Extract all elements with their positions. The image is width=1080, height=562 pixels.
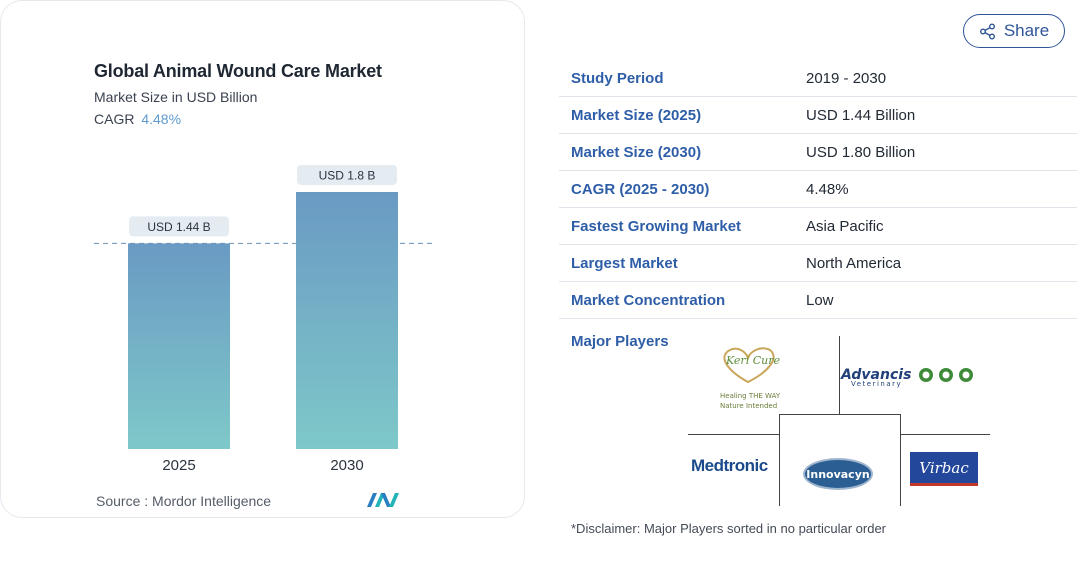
- row-key: Market Size (2025): [571, 106, 702, 124]
- row-key: Largest Market: [571, 254, 678, 272]
- bar-chart: USD 1.44 B 2025 USD 1.8 B 2030: [94, 165, 435, 474]
- x-tick-label: 2030: [330, 457, 363, 474]
- disclaimer: *Disclaimer: Major Players sorted in no …: [571, 521, 887, 536]
- table-row: Market Size (2030) USD 1.80 Billion: [559, 134, 1077, 171]
- data-label: USD 1.44 B: [147, 220, 210, 234]
- advancis-sub: Veterinary: [851, 380, 903, 389]
- row-key: Market Concentration: [571, 291, 726, 309]
- kericure-brand-text: Keri Cure: [725, 354, 780, 367]
- mordor-logo-icon: [367, 493, 399, 507]
- divider: [900, 414, 901, 506]
- divider: [900, 434, 990, 435]
- virbac-logo: Virbac: [910, 452, 978, 486]
- row-key: Fastest Growing Market: [571, 217, 742, 235]
- row-key: Study Period: [571, 69, 664, 87]
- row-key: Market Size (2030): [571, 143, 702, 161]
- divider: [839, 336, 840, 414]
- row-value: USD 1.80 Billion: [806, 143, 916, 161]
- innovacyn-text: Innovacyn: [806, 467, 870, 481]
- medtronic-logo: Medtronic: [691, 456, 768, 475]
- kericure-line-1: Healing THE WAY: [720, 392, 780, 400]
- bar-2030: [296, 192, 398, 449]
- table-row: Market Concentration Low: [559, 282, 1077, 319]
- major-players-grid: Keri Cure Healing THE WAY Nature Intende…: [688, 336, 990, 506]
- table-row: CAGR (2025 - 2030) 4.48%: [559, 171, 1077, 208]
- cagr-value: 4.48%: [141, 111, 182, 127]
- row-key: CAGR (2025 - 2030): [571, 180, 710, 198]
- share-icon: [979, 23, 995, 39]
- market-facts-table: Study Period 2019 - 2030 Market Size (20…: [559, 60, 1077, 319]
- kericure-logo: Keri Cure Healing THE WAY Nature Intende…: [720, 347, 780, 410]
- chart-subtitle: Market Size in USD Billion: [94, 89, 258, 105]
- divider: [779, 414, 900, 415]
- table-row: Fastest Growing Market Asia Pacific: [559, 208, 1077, 245]
- data-label-bg: [297, 165, 397, 185]
- cagr-line: CAGR 4.48%: [94, 111, 181, 127]
- share-button[interactable]: Share: [963, 14, 1065, 48]
- animal-icons: [918, 368, 973, 382]
- innovacyn-logo: Innovacyn: [803, 458, 873, 490]
- data-label-bg: [129, 216, 229, 237]
- cagr-label: CAGR: [94, 111, 135, 127]
- row-value: 4.48%: [806, 180, 849, 198]
- chart-card: Global Animal Wound Care Market Market S…: [0, 0, 525, 518]
- advancis-logo: Advancis Veterinary: [841, 366, 991, 396]
- major-players-label: Major Players: [571, 333, 669, 350]
- chart-source: Source : Mordor Intelligence: [96, 493, 272, 509]
- row-value: 2019 - 2030: [806, 69, 887, 87]
- data-label: USD 1.8 B: [319, 169, 376, 183]
- x-tick-label: 2025: [162, 457, 195, 474]
- advancis-brand: Advancis: [841, 367, 912, 384]
- table-row: Market Size (2025) USD 1.44 Billion: [559, 97, 1077, 134]
- bar-2025: [128, 243, 230, 449]
- row-value: North America: [806, 254, 902, 272]
- row-value: USD 1.44 Billion: [806, 106, 916, 124]
- table-row: Largest Market North America: [559, 245, 1077, 282]
- virbac-text: Virbac: [919, 458, 969, 477]
- row-value: Asia Pacific: [806, 217, 884, 235]
- kericure-line-2: Nature Intended: [720, 402, 777, 410]
- share-label: Share: [1003, 21, 1050, 40]
- divider: [779, 414, 780, 506]
- divider: [688, 434, 779, 435]
- chart-title: Global Animal Wound Care Market: [94, 61, 382, 81]
- table-row: Study Period 2019 - 2030: [559, 60, 1077, 97]
- row-value: Low: [806, 291, 834, 309]
